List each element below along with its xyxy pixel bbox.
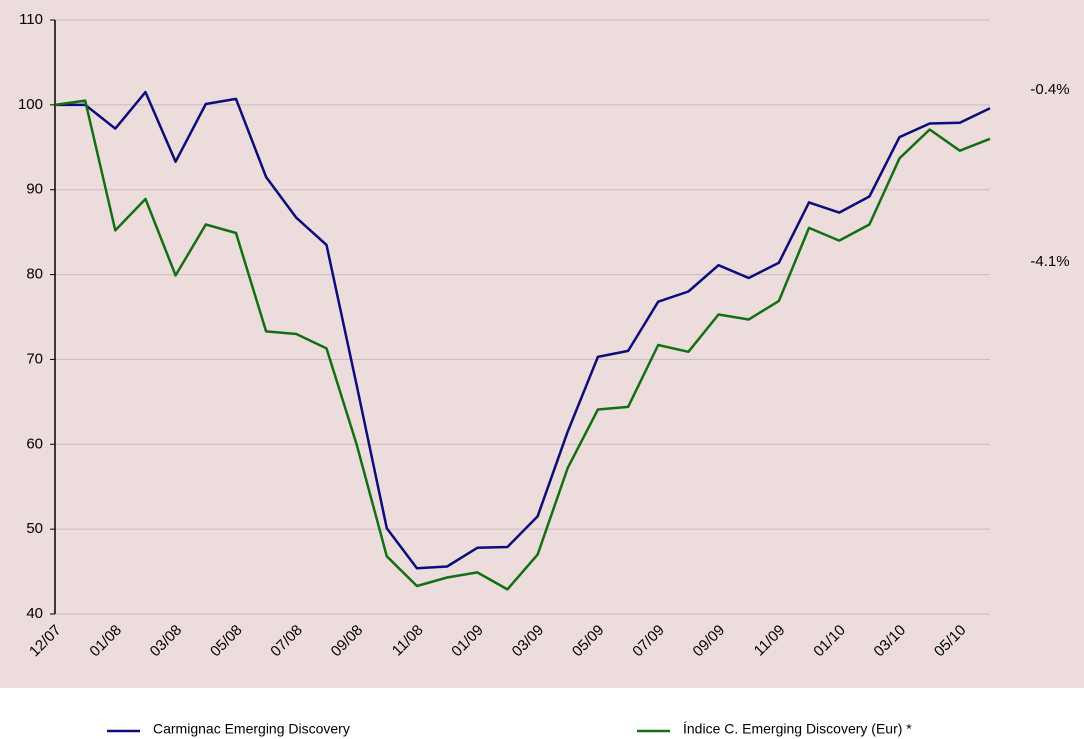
y-tick-label: 110 <box>19 11 43 28</box>
annotation: -4.1% <box>1030 253 1069 270</box>
series-line <box>55 90 991 570</box>
plot-background <box>0 0 1084 688</box>
y-tick-label: 40 <box>26 605 43 622</box>
y-tick-label: 70 <box>26 350 43 367</box>
legend-label: Carmignac Emerging Discovery <box>153 721 350 737</box>
y-tick-label: 80 <box>26 266 43 283</box>
y-tick-label: 50 <box>26 520 43 537</box>
y-tick-label: 60 <box>26 435 43 452</box>
legend-label: Índice C. Emerging Discovery (Eur) * <box>683 721 912 737</box>
annotation: -0.4% <box>1030 81 1069 98</box>
y-tick-label: 100 <box>18 96 43 113</box>
series-line <box>54 99 991 591</box>
y-tick-label: 90 <box>26 181 43 198</box>
